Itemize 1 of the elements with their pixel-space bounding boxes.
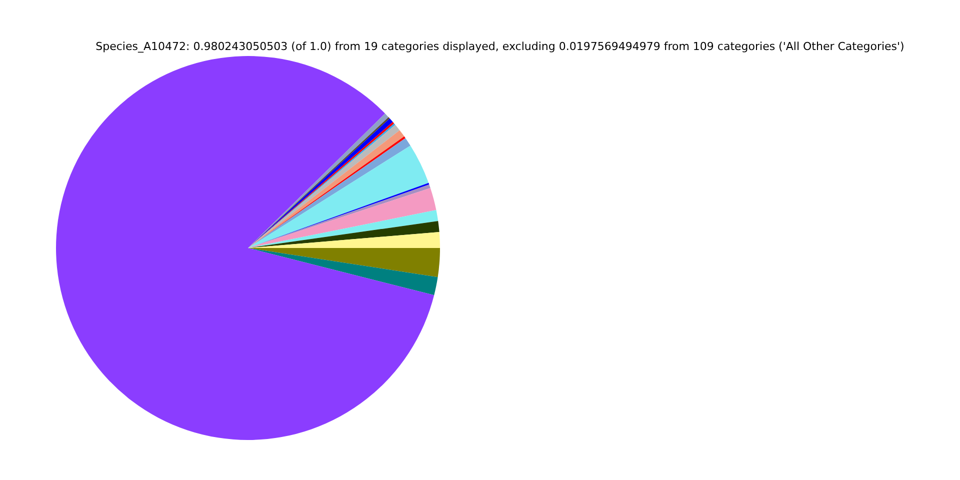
text: Species_A10472: 0.980243050503 (of 1.0) from 19 categories displayed, excluding 0.0197569494979 from 109 categories ('All Other Categories') — [96, 40, 904, 53]
